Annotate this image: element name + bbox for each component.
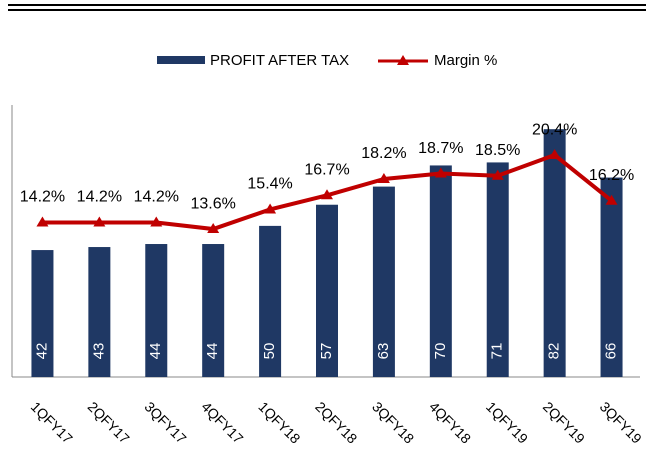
bar-value-label: 43: [90, 343, 107, 360]
bar: [316, 204, 338, 377]
line-marker: [605, 194, 618, 205]
line-marker: [150, 216, 163, 227]
x-tick-label: 1QFY18: [255, 398, 303, 446]
x-tick-label: 2QFY18: [312, 398, 360, 446]
bar: [31, 250, 54, 377]
line-marker: [491, 169, 504, 180]
bar-value-label: 44: [147, 343, 164, 360]
line-value-label: 18.7%: [418, 140, 463, 157]
bar-value-label: 63: [375, 343, 392, 360]
line-value-label: 14.2%: [134, 189, 179, 206]
line-marker: [377, 172, 390, 183]
bar: [600, 177, 623, 377]
bar-value-label: 66: [603, 343, 620, 360]
line-value-label: 13.6%: [190, 195, 235, 212]
line-marker: [207, 223, 220, 234]
bar-value-label: 70: [432, 343, 449, 360]
bar: [88, 247, 111, 377]
bar: [202, 244, 225, 377]
line-value-label: 14.2%: [20, 189, 65, 206]
line-marker: [36, 216, 49, 227]
bar-value-label: 71: [489, 343, 506, 360]
x-tick-label: 2QFY19: [540, 398, 588, 446]
bar: [372, 186, 395, 377]
line-marker: [434, 167, 447, 178]
bar-value-label: 42: [33, 343, 50, 360]
x-tick-label: 1QFY19: [483, 398, 531, 446]
x-tick-label: 4QFY17: [198, 398, 246, 446]
bar: [145, 244, 168, 377]
legend-marker: [397, 55, 409, 65]
line-value-label: 16.2%: [589, 167, 634, 184]
x-tick-label: 3QFY18: [369, 398, 417, 446]
line-value-label: 14.2%: [77, 189, 122, 206]
x-tick-label: 1QFY17: [28, 398, 76, 446]
line-marker: [264, 203, 277, 214]
bar-value-label: 44: [204, 343, 221, 360]
bar-value-label: 50: [261, 343, 278, 360]
x-tick-label: 3QFY17: [142, 398, 190, 446]
line-value-label: 18.5%: [475, 142, 520, 159]
line-value-label: 18.2%: [361, 145, 406, 162]
bar: [429, 165, 452, 377]
line-marker: [321, 189, 333, 200]
line-marker: [548, 149, 561, 160]
x-tick-label: 2QFY17: [85, 398, 133, 446]
bar: [486, 162, 509, 377]
line-value-label: 16.7%: [304, 162, 349, 179]
bar-value-label: 57: [318, 343, 335, 360]
x-tick-label: 3QFY19: [597, 398, 645, 446]
x-tick-label: 4QFY18: [426, 398, 474, 446]
line-marker: [93, 216, 106, 227]
legend-label: Margin %: [434, 52, 497, 69]
line-value-label: 15.4%: [247, 176, 292, 193]
bar-value-label: 82: [546, 343, 563, 360]
bar: [259, 225, 282, 377]
bar: [543, 129, 566, 377]
legend-label: PROFIT AFTER TAX: [210, 52, 349, 69]
legend-swatch: [157, 56, 205, 64]
line-value-label: 20.4%: [532, 121, 577, 138]
